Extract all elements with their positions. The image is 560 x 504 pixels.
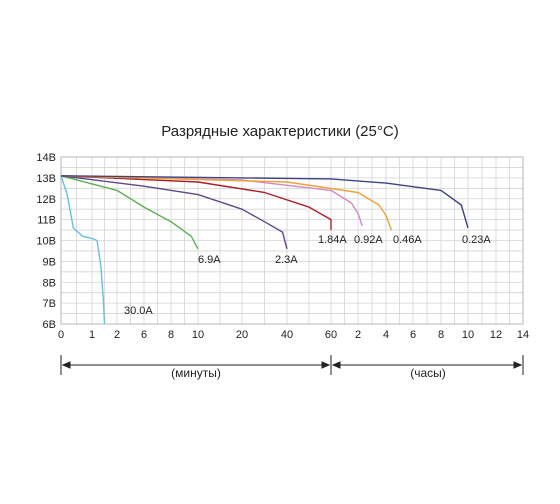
- series-label: 0.23A: [462, 234, 491, 246]
- x-tick-label: 6: [410, 329, 416, 341]
- series-line-1_84A: [60, 175, 332, 231]
- x-tick-label: 1: [89, 329, 95, 341]
- series-label: 6.9A: [198, 254, 221, 266]
- y-tick-label: 10В: [36, 236, 56, 248]
- hours-label: (часы): [410, 366, 446, 380]
- x-axis-ticks: 0 1 2 6 8 10 20 40 60 2 4 6 8 10 12 14: [58, 329, 529, 341]
- y-axis-ticks: 14В 13В 12В 11В 10В 9В 8В 7В 6В: [36, 152, 56, 331]
- series-label: 0.46A: [393, 234, 422, 246]
- x-tick-label: 10: [462, 329, 474, 341]
- series-line-0_46A: [60, 175, 393, 231]
- series-label: 1.84A: [318, 234, 347, 246]
- series-label: 2.3A: [275, 254, 298, 266]
- chart-title: Разрядные характеристики (25°C): [161, 123, 398, 140]
- x-tick-label: 8: [438, 329, 444, 341]
- y-tick-label: 11В: [37, 215, 56, 227]
- x-tick-label: 2: [355, 329, 361, 341]
- series-labels: 30.0A 6.9A 2.3A 1.84A 0.92A 0.46A 0.23A: [124, 234, 491, 317]
- x-tick-label: 2: [114, 329, 120, 341]
- y-tick-label: 13В: [36, 173, 56, 185]
- y-tick-label: 8В: [43, 277, 56, 289]
- y-tick-label: 12В: [36, 194, 56, 206]
- series-line-30_0A: [60, 175, 106, 325]
- x-tick-label: 14: [517, 329, 529, 341]
- y-tick-label: 7В: [43, 298, 56, 310]
- x-tick-label: 12: [490, 329, 502, 341]
- x-tick-label: 20: [236, 329, 248, 341]
- x-tick-label: 60: [325, 329, 337, 341]
- x-tick-label: 10: [192, 329, 204, 341]
- series-label: 30.0A: [124, 305, 153, 317]
- series-lines: [60, 175, 469, 325]
- x-axis-segment-arrows: [60, 355, 524, 375]
- y-tick-label: 9В: [43, 256, 56, 268]
- series-line-2_3A: [60, 175, 288, 250]
- x-tick-label: 6: [141, 329, 147, 341]
- plot-frame: [60, 156, 524, 325]
- series-line-0_23A: [60, 175, 469, 229]
- x-tick-label: 8: [168, 329, 174, 341]
- minutes-label: (минуты): [171, 366, 221, 380]
- y-tick-label: 6В: [43, 319, 56, 331]
- series-line-0_92A: [60, 175, 363, 227]
- x-tick-label: 40: [281, 329, 293, 341]
- x-tick-label: 4: [383, 329, 389, 341]
- y-tick-label: 14В: [36, 152, 56, 164]
- series-label: 0.92A: [354, 234, 383, 246]
- x-tick-label: 0: [58, 329, 64, 341]
- series-line-6_9A: [60, 175, 199, 250]
